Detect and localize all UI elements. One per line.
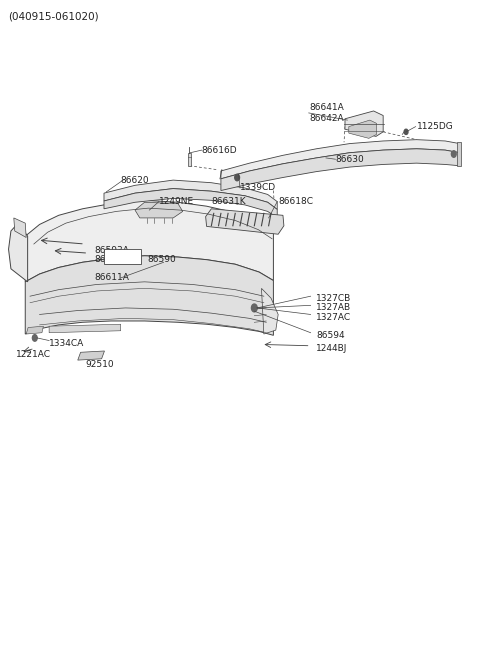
Circle shape	[451, 151, 456, 157]
Polygon shape	[25, 255, 274, 335]
Text: 86595B: 86595B	[95, 255, 129, 264]
Text: 1327CB: 1327CB	[316, 293, 352, 303]
Text: 92510: 92510	[85, 360, 114, 369]
Text: 86616D: 86616D	[202, 145, 238, 155]
Text: 86642A: 86642A	[309, 114, 344, 123]
Text: 86590: 86590	[147, 255, 176, 264]
Text: 86593A: 86593A	[95, 246, 129, 255]
Text: 1339CD: 1339CD	[240, 183, 276, 193]
Circle shape	[252, 304, 257, 312]
Circle shape	[404, 129, 408, 134]
Polygon shape	[205, 209, 284, 234]
Text: 86630: 86630	[336, 155, 364, 164]
Polygon shape	[135, 202, 183, 218]
Text: 1221AC: 1221AC	[16, 350, 51, 360]
FancyBboxPatch shape	[105, 250, 141, 263]
Polygon shape	[349, 120, 376, 138]
Polygon shape	[188, 153, 192, 166]
Polygon shape	[456, 142, 461, 166]
Polygon shape	[104, 189, 277, 218]
Text: 1249NE: 1249NE	[159, 197, 194, 206]
Polygon shape	[221, 149, 459, 191]
Polygon shape	[14, 218, 26, 238]
Polygon shape	[9, 223, 28, 282]
Polygon shape	[25, 200, 274, 282]
Circle shape	[33, 335, 37, 341]
Text: 1327AB: 1327AB	[316, 303, 351, 312]
Polygon shape	[104, 180, 277, 210]
Text: 1327AC: 1327AC	[316, 313, 351, 322]
Text: 86594: 86594	[316, 331, 345, 340]
Polygon shape	[49, 324, 120, 333]
Polygon shape	[221, 140, 459, 179]
Circle shape	[235, 174, 240, 181]
Text: 86631K: 86631K	[211, 197, 246, 206]
Text: 1244BJ: 1244BJ	[316, 344, 348, 353]
Text: 86641A: 86641A	[309, 103, 344, 111]
Polygon shape	[262, 288, 278, 334]
Polygon shape	[26, 326, 43, 334]
Text: 1334CA: 1334CA	[49, 339, 84, 348]
Text: (040915-061020): (040915-061020)	[9, 11, 99, 21]
Polygon shape	[78, 351, 105, 360]
Polygon shape	[345, 111, 383, 136]
Text: 86611A: 86611A	[95, 273, 129, 282]
Text: 1125DG: 1125DG	[417, 122, 453, 131]
Text: 86618C: 86618C	[278, 197, 313, 206]
Text: 86620: 86620	[120, 176, 149, 185]
